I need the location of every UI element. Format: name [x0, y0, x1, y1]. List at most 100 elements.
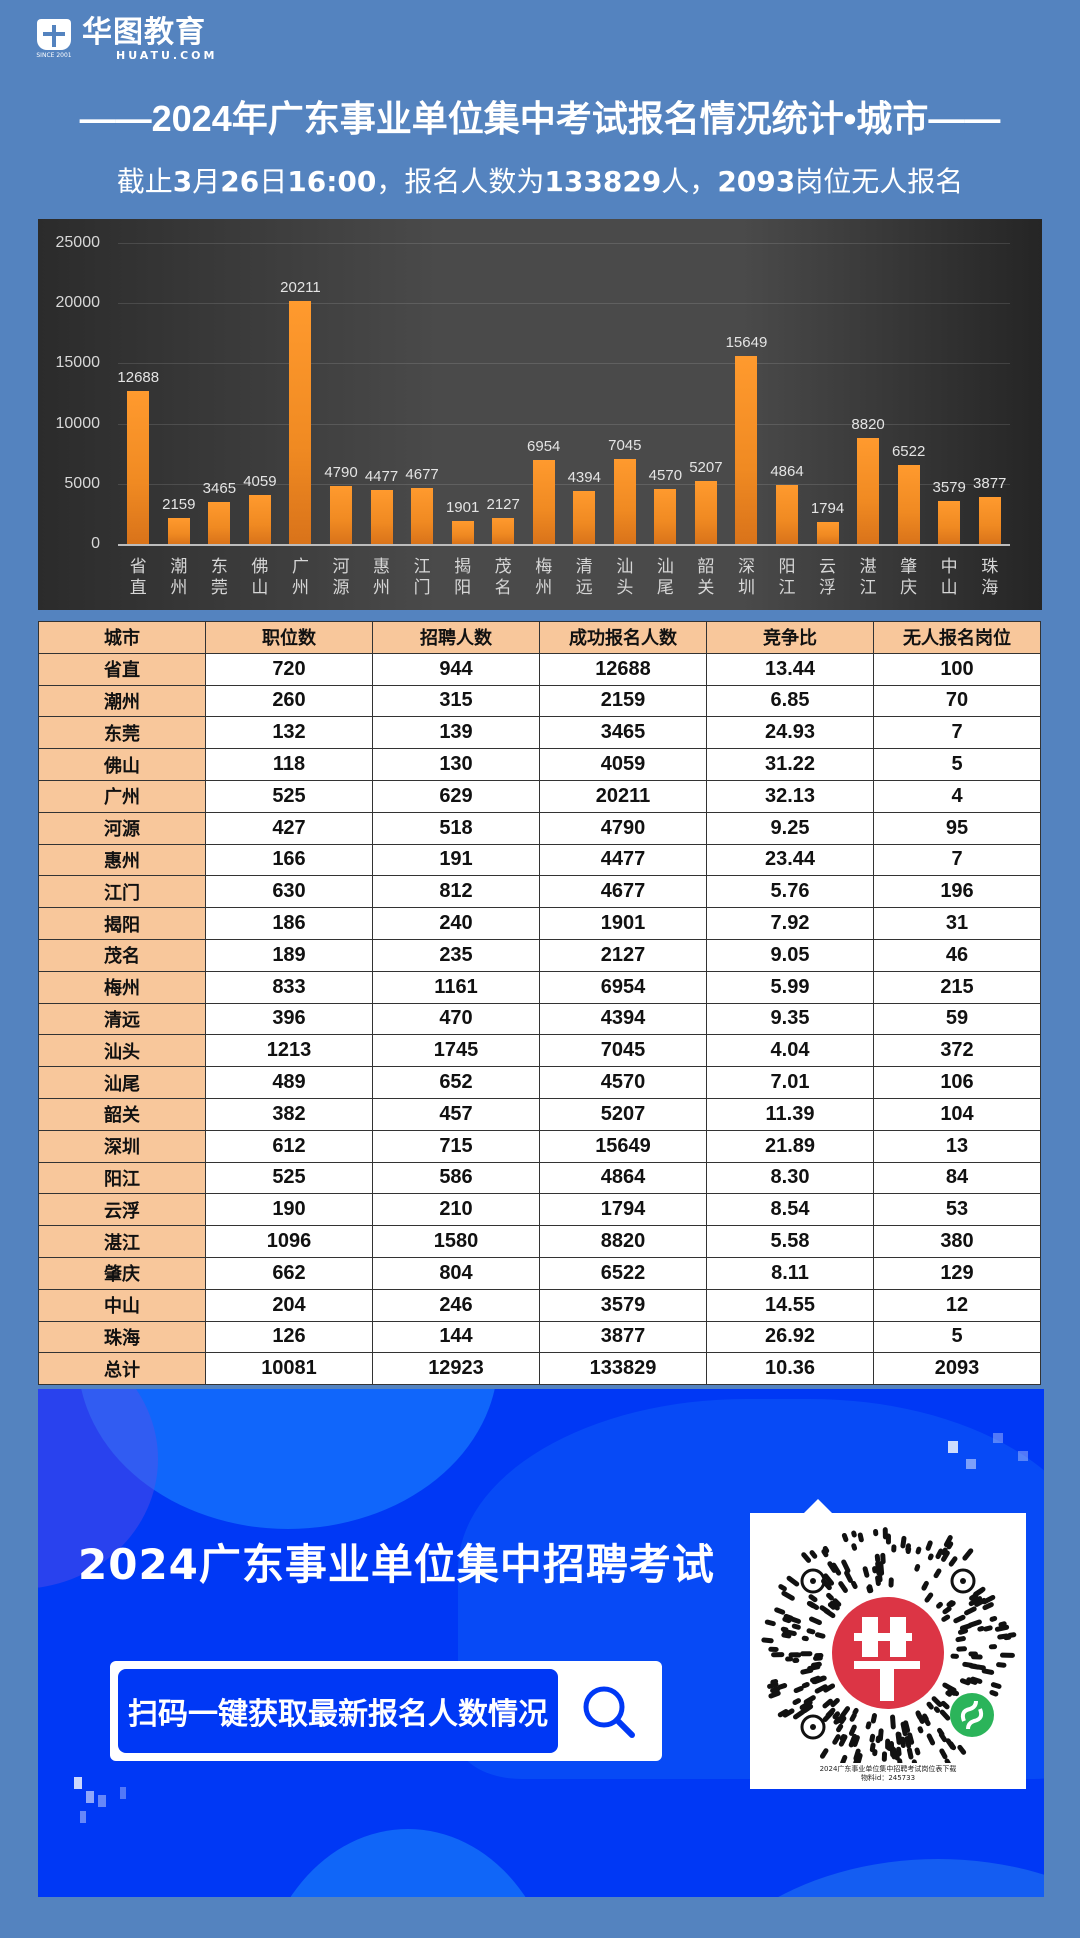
table-cell: 5	[873, 748, 1041, 781]
bar-潮州	[167, 518, 190, 544]
bar-珠海	[978, 497, 1001, 544]
table-cell: 湛江	[38, 1225, 206, 1258]
table-cell: 13	[873, 1129, 1041, 1163]
table-cell: 46	[873, 938, 1041, 972]
table-cell: 118	[205, 748, 373, 781]
y-axis-tick: 5000	[64, 474, 100, 492]
bar-value-label: 4570	[648, 466, 683, 484]
table-cell: 珠海	[38, 1320, 206, 1354]
table-cell: 5.58	[706, 1225, 874, 1258]
table-row: 湛江 1096 1580 8820 5.58 380	[38, 1225, 1041, 1258]
table-cell: 106	[873, 1066, 1041, 1099]
bar-value-label: 20211	[280, 278, 321, 296]
table-cell: 833	[205, 970, 373, 1004]
bar-value-label: 3465	[202, 480, 237, 498]
table-cell: 5.76	[706, 875, 874, 909]
table-cell: 1794	[539, 1193, 707, 1227]
table-cell: 7045	[539, 1034, 707, 1068]
bar-value-label: 3877	[973, 475, 1007, 493]
table-cell: 9.05	[706, 938, 874, 972]
table-cell: 3579	[539, 1288, 707, 1322]
x-axis-label: 潮州	[170, 557, 188, 598]
table-cell: 中山	[38, 1288, 206, 1322]
huatu-logo: SINCE 2001 华图教育 HUATU.COM	[36, 16, 217, 62]
huatu-shield-icon: SINCE 2001	[36, 19, 72, 59]
x-axis-label: 省直	[129, 557, 147, 598]
scan-search-box[interactable]: 扫码一键获取最新报名人数情况	[110, 1661, 662, 1761]
table-cell: 629	[372, 779, 540, 813]
table-row: 佛山 118 130 4059 31.22 5	[38, 748, 1041, 781]
table-cell: 380	[873, 1225, 1041, 1258]
table-cell: 深圳	[38, 1129, 206, 1163]
bar-湛江	[857, 437, 880, 544]
column-header: 招聘人数	[372, 621, 540, 654]
applicants-bar-chart: 0 5000 10000 15000 20000 25000 12688 省直 2159 潮州 34…	[38, 219, 1042, 610]
bar-value-label: 2159	[162, 496, 196, 513]
table-cell: 1096	[205, 1225, 373, 1258]
bar-中山	[938, 500, 961, 544]
table-cell: 189	[205, 938, 373, 972]
bar-清远	[573, 491, 596, 544]
table-cell: 396	[205, 1002, 373, 1036]
table-cell: 3465	[539, 716, 707, 750]
table-cell: 4677	[539, 875, 707, 909]
x-axis-label: 河源	[332, 557, 350, 598]
table-cell: 139	[372, 716, 540, 750]
table-cell: 32.13	[706, 779, 874, 813]
subtitle-part: 截止	[116, 165, 173, 198]
x-axis-label: 惠州	[373, 557, 391, 598]
y-axis-tick: 10000	[55, 414, 101, 432]
bar-省直	[127, 391, 150, 544]
table-cell: 7	[873, 716, 1041, 750]
table-cell: 612	[205, 1129, 373, 1163]
column-header: 职位数	[205, 621, 373, 654]
bar-value-label: 4864	[770, 463, 804, 481]
page-title: ——2024年广东事业单位集中考试报名情况统计•城市——	[79, 98, 1001, 139]
logo-since: SINCE 2001	[36, 52, 72, 59]
table-cell: 6522	[539, 1256, 707, 1290]
table-cell: 31.22	[706, 748, 874, 781]
table-cell: 省直	[38, 652, 206, 686]
table-cell: 132	[205, 716, 373, 750]
table-cell: 240	[372, 907, 540, 940]
page-subtitle: 截止3月26日16:00，报名人数为133829人，2093岗位无人报名	[0, 160, 1080, 200]
decor-pixel	[966, 1459, 976, 1469]
decor-pixel	[80, 1811, 86, 1823]
table-cell: 21.89	[706, 1129, 874, 1163]
y-axis-tick: 25000	[55, 234, 101, 251]
table-cell: 江门	[38, 875, 206, 909]
table-cell: 210	[372, 1193, 540, 1227]
table-cell: 652	[372, 1066, 540, 1099]
table-cell: 59	[873, 1002, 1041, 1036]
subtitle-part: 133829	[544, 165, 662, 198]
qr-code-icon	[761, 1527, 1017, 1784]
mini-program-qr-code[interactable]: 2024广东事业单位集中招聘考试岗位表下载 物料id：245733	[750, 1499, 1026, 1789]
table-cell: 6.85	[706, 684, 874, 718]
table-cell: 489	[205, 1066, 373, 1099]
table-cell: 12923	[372, 1352, 540, 1386]
table-cell: 惠州	[38, 843, 206, 877]
table-cell: 5207	[539, 1097, 707, 1131]
table-cell: 95	[873, 811, 1041, 845]
table-cell: 河源	[38, 811, 206, 845]
table-cell: 260	[205, 684, 373, 718]
subtitle-part: 2093	[717, 165, 796, 198]
table-cell: 100	[873, 652, 1041, 686]
bar-value-label: 3579	[932, 478, 966, 496]
x-axis-label: 云浮	[819, 557, 837, 598]
table-cell: 215	[873, 970, 1041, 1004]
bar-value-label: 4394	[567, 469, 601, 487]
table-row: 河源 427 518 4790 9.25 95	[38, 811, 1041, 845]
bar-江门	[411, 487, 434, 544]
bar-value-label: 4790	[324, 464, 358, 482]
gridline	[118, 423, 1010, 425]
table-cell: 揭阳	[38, 907, 206, 940]
table-cell: 5.99	[706, 970, 874, 1004]
table-cell: 8.54	[706, 1193, 874, 1227]
table-cell: 1161	[372, 970, 540, 1004]
table-cell: 9.35	[706, 1002, 874, 1036]
table-cell: 235	[372, 938, 540, 972]
table-cell: 汕头	[38, 1034, 206, 1068]
table-row: 肇庆 662 804 6522 8.11 129	[38, 1256, 1041, 1290]
column-header: 无人报名岗位	[873, 621, 1041, 654]
